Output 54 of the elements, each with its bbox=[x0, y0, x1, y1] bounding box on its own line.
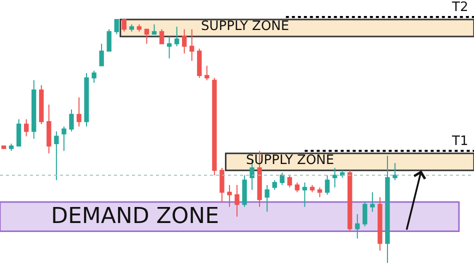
candlestick bbox=[332, 167, 338, 188]
candlestick bbox=[16, 118, 22, 147]
candlestick bbox=[294, 182, 300, 193]
candlestick bbox=[99, 43, 104, 66]
ref-line-label: T2 bbox=[451, 0, 468, 15]
candlestick bbox=[355, 214, 360, 239]
candlestick bbox=[122, 18, 126, 32]
candlestick bbox=[227, 184, 232, 208]
candlestick bbox=[280, 172, 284, 186]
candlestick bbox=[24, 118, 29, 137]
candlestick bbox=[362, 201, 368, 227]
candlestick bbox=[39, 84, 44, 125]
candlestick bbox=[92, 70, 96, 84]
candlestick bbox=[220, 167, 224, 202]
candlestick bbox=[114, 18, 119, 35]
candlestick bbox=[234, 184, 240, 218]
candlestick bbox=[129, 24, 134, 32]
candlestick bbox=[348, 170, 352, 232]
candlestick bbox=[317, 186, 322, 198]
ref-line-label: T1 bbox=[451, 134, 468, 149]
candlestick bbox=[46, 104, 52, 154]
candlestick bbox=[310, 184, 315, 193]
candlestick bbox=[204, 65, 210, 81]
candlestick bbox=[69, 109, 74, 132]
candlestick bbox=[242, 174, 247, 208]
candlestick bbox=[152, 24, 157, 35]
candlestick bbox=[76, 96, 82, 128]
candlestick bbox=[302, 182, 308, 208]
candlestick bbox=[264, 184, 270, 212]
candlestick bbox=[385, 155, 390, 264]
candlestick bbox=[54, 130, 59, 181]
candlestick bbox=[324, 174, 330, 196]
candlestick bbox=[62, 126, 66, 152]
band-label: DEMAND ZONE bbox=[51, 204, 220, 229]
candlestick bbox=[166, 36, 172, 59]
candlestick bbox=[197, 48, 202, 78]
candlestick bbox=[174, 26, 180, 47]
candlestick bbox=[370, 192, 375, 212]
candlestick bbox=[106, 28, 112, 52]
band-label: SUPPLY ZONE bbox=[201, 19, 290, 34]
candlestick bbox=[182, 28, 187, 54]
candlestick bbox=[378, 196, 382, 252]
candlestick bbox=[272, 180, 277, 190]
candlestick bbox=[32, 80, 36, 140]
candlestick bbox=[144, 28, 150, 44]
candlestick bbox=[287, 174, 292, 188]
candlestick bbox=[1, 146, 6, 149]
candlestick bbox=[392, 162, 398, 181]
candlestick bbox=[136, 24, 142, 32]
candlestick bbox=[84, 72, 89, 128]
candlestick bbox=[190, 28, 194, 62]
candlestick bbox=[159, 28, 164, 44]
candlestick bbox=[8, 143, 14, 152]
candlestick bbox=[212, 77, 217, 176]
